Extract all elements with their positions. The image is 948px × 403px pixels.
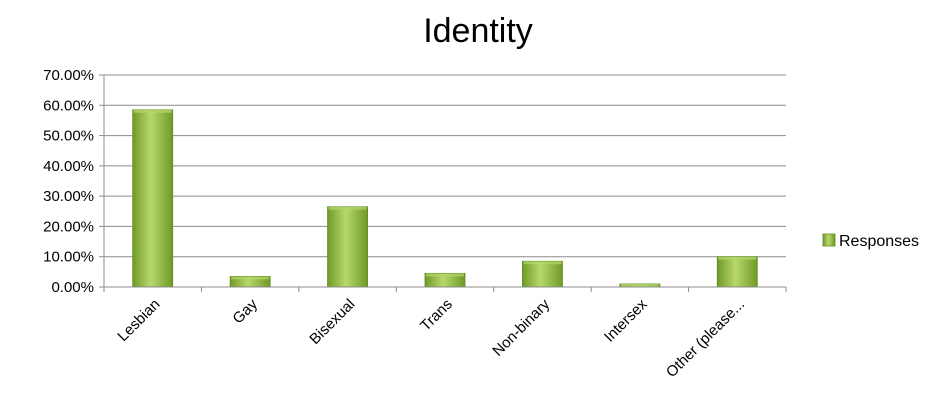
bar-top-highlight — [133, 109, 172, 113]
bar-top-highlight — [620, 283, 659, 287]
y-tick-label: 0.00% — [51, 279, 94, 296]
axes — [103, 75, 787, 292]
y-tick-label: 50.00% — [43, 128, 94, 145]
y-axis-ticks: 0.00% 10.00% 20.00% 30.00% 40.00% 50.00% 60.00… — [43, 67, 104, 296]
bar-other-please — [716, 256, 758, 288]
bars — [132, 109, 758, 288]
x-tick-label: Other (please... — [663, 296, 748, 381]
y-tick-label: 30.00% — [43, 188, 94, 205]
y-tick-label: 20.00% — [43, 218, 94, 235]
bar-top-highlight — [426, 273, 464, 277]
bar-top-highlight — [523, 261, 562, 265]
x-tick-label: Intersex — [601, 295, 651, 345]
bar-top-highlight — [328, 206, 367, 210]
bar-lesbian — [132, 109, 174, 288]
bar-non-binary — [522, 260, 563, 288]
y-tick-label: 40.00% — [43, 158, 94, 175]
bar-bisexual — [327, 206, 368, 288]
x-tick-label: Non-binary — [489, 295, 553, 359]
y-tick-label: 70.00% — [43, 67, 94, 84]
legend-swatch-responses — [822, 233, 836, 247]
x-tick-label: Trans — [417, 296, 456, 335]
x-axis-ticks: Lesbian Gay Bisexual Trans Non-binary Interse… — [114, 295, 748, 380]
legend: Responses — [822, 233, 919, 250]
x-tick-label: Lesbian — [114, 296, 163, 345]
legend-label-responses: Responses — [839, 233, 919, 250]
y-tick-label: 10.00% — [43, 249, 94, 266]
x-tick-label: Bisexual — [306, 296, 358, 348]
y-tick-label: 60.00% — [43, 97, 94, 114]
bar-top-highlight — [231, 276, 270, 280]
x-tick-label: Gay — [229, 295, 261, 327]
bar-top-highlight — [718, 256, 757, 260]
gridlines — [104, 74, 786, 258]
chart-title: Identity — [423, 12, 533, 50]
